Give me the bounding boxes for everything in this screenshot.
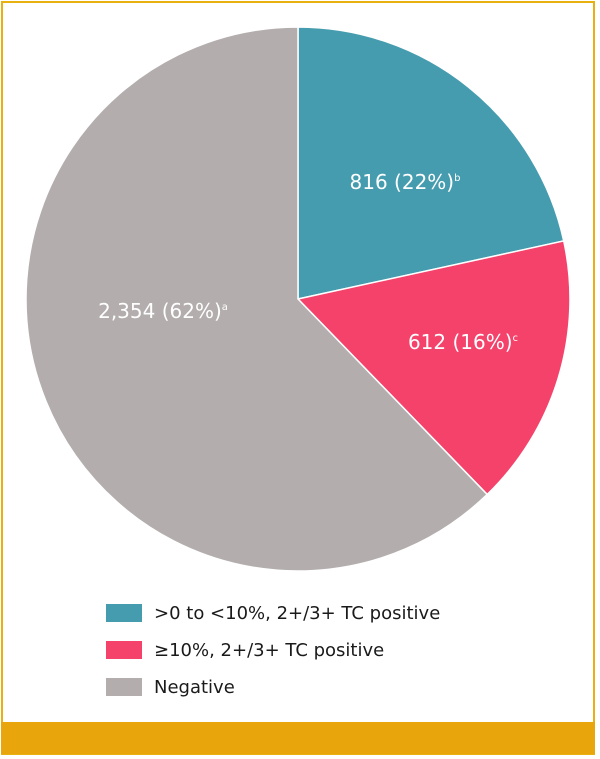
legend-swatch-teal (106, 604, 142, 622)
legend-item: >0 to <10%, 2+/3+ TC positive (106, 601, 526, 625)
legend-label: Negative (154, 676, 235, 698)
pie-slice (25, 26, 489, 572)
bottom-band (1, 722, 595, 754)
legend-item: ≥10%, 2+/3+ TC positive (106, 638, 526, 662)
legend-label: >0 to <10%, 2+/3+ TC positive (154, 602, 441, 624)
slice-data-label: 816 (22%)b (350, 170, 461, 194)
legend-swatch-grey (106, 678, 142, 696)
pie-slice (297, 26, 565, 300)
legend-swatch-pink (106, 641, 142, 659)
legend-item: Negative (106, 675, 526, 699)
legend-label: ≥10%, 2+/3+ TC positive (154, 639, 385, 661)
pie-slice (296, 240, 571, 496)
legend: >0 to <10%, 2+/3+ TC positive ≥10%, 2+/3… (106, 601, 526, 712)
slice-data-label: 2,354 (62%)a (98, 299, 228, 323)
slice-data-label: 612 (16%)c (408, 330, 518, 354)
